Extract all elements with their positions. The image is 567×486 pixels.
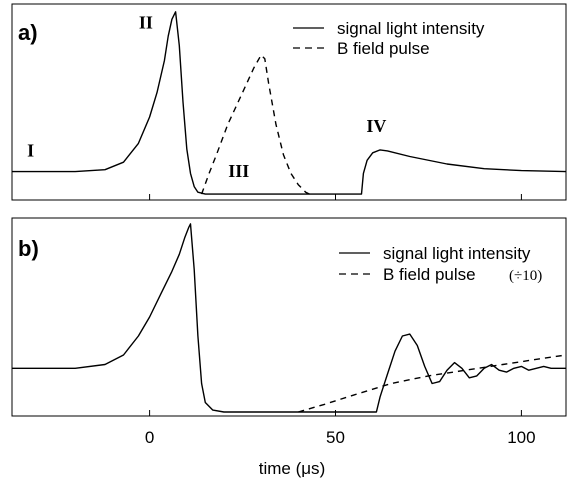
legend-a-signal-label: signal light intensity — [337, 19, 485, 38]
panel-b-series-signal-light-intensity — [12, 223, 566, 413]
legend-b-bfield-label: B field pulse — [383, 265, 476, 284]
panel-b-series-b-field-pulse — [298, 354, 567, 413]
panel-b: 0 50 100 b) signal light intensity B field… — [11, 217, 567, 447]
panel-b-ticks: 0 50 100 — [145, 410, 536, 447]
x-axis-label-unit: μs — [301, 459, 319, 478]
panel-a-label: a) — [18, 20, 38, 45]
panel-a-marks — [12, 11, 567, 197]
panel-b-legend: signal light intensity B field pulse (÷1… — [339, 244, 542, 284]
panel-a-series-signal-light-intensity — [12, 11, 567, 195]
panel-b-tick-label: 100 — [507, 428, 535, 447]
panel-b-frame — [11, 217, 567, 417]
x-axis-label-close: ) — [320, 459, 326, 478]
panel-a-ticks — [149, 194, 522, 200]
legend-b-bfield-suffix: (÷10) — [509, 268, 542, 284]
panel-a-frame — [11, 3, 567, 201]
panel-a-annotation-i: I — [27, 141, 34, 161]
legend-b-signal-label: signal light intensity — [383, 244, 531, 263]
panel-b-marks — [12, 223, 567, 413]
x-axis-label: time (μs) — [259, 459, 325, 478]
panel-a-legend: signal light intensity B field pulse — [293, 19, 485, 58]
panel-a-annotation-iii: III — [228, 161, 249, 181]
panel-a-series-b-field-pulse — [200, 54, 314, 197]
panel-a-annotation-iv: IV — [366, 116, 386, 136]
panel-b-label: b) — [18, 236, 39, 261]
legend-a-bfield-label: B field pulse — [337, 39, 430, 58]
x-axis-label-text: time ( — [259, 459, 302, 478]
panel-a-annotation-ii: II — [139, 13, 153, 33]
panel-b-tick-label: 50 — [326, 428, 345, 447]
panel-b-tick-label: 0 — [145, 428, 154, 447]
